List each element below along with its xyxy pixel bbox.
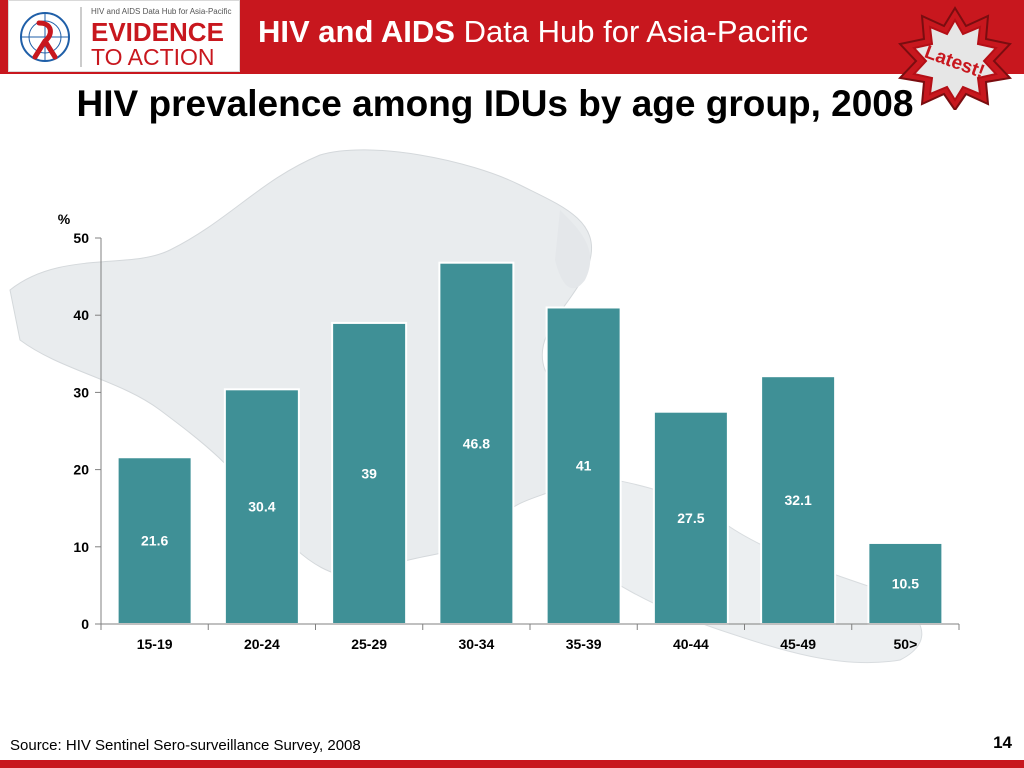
data-label-15-19: 21.6 bbox=[141, 533, 168, 549]
footer-bar bbox=[0, 760, 1024, 768]
data-labels: 21.6 30.4 39 46.8 41 27.5 32.1 10.5 bbox=[141, 435, 919, 591]
bars bbox=[116, 261, 944, 626]
x-tick-label-35-39: 35-39 bbox=[566, 636, 602, 652]
latest-badge: Latest! bbox=[897, 6, 1013, 110]
header-title: HIV and AIDS Data Hub for Asia-Pacific bbox=[258, 14, 808, 50]
x-tick-label-15-19: 15-19 bbox=[137, 636, 173, 652]
y-tick-label: 30 bbox=[73, 384, 89, 400]
x-tick-label-30-34: 30-34 bbox=[458, 636, 494, 652]
data-label-50>: 10.5 bbox=[892, 575, 919, 591]
header-title-bold: HIV and AIDS bbox=[258, 14, 455, 49]
y-tick-label: 20 bbox=[73, 462, 89, 478]
data-label-20-24: 30.4 bbox=[248, 499, 275, 515]
y-tick-label: 10 bbox=[73, 539, 89, 555]
data-label-45-49: 32.1 bbox=[785, 492, 812, 508]
data-label-25-29: 39 bbox=[361, 465, 377, 481]
evidence-to-action-logo: HIV and AIDS Data Hub for Asia-Pacific E… bbox=[20, 7, 232, 70]
bar-45-49 bbox=[760, 375, 837, 625]
x-tick-label-25-29: 25-29 bbox=[351, 636, 387, 652]
bar-20-24 bbox=[223, 388, 300, 626]
bar-50> bbox=[867, 541, 944, 625]
x-tick-label-50>: 50> bbox=[894, 636, 918, 652]
bar-30-34 bbox=[438, 261, 515, 625]
y-axis-ticks: 0 10 20 30 40 50 bbox=[73, 230, 101, 632]
header-title-regular: Data Hub for Asia-Pacific bbox=[463, 14, 809, 49]
x-axis-ticks: 15-19 20-24 25-29 30-34 35-39 40-44 45-49 50> bbox=[100, 624, 960, 652]
logo-tagline: HIV and AIDS Data Hub for Asia-Pacific bbox=[91, 7, 232, 16]
bar-35-39 bbox=[545, 306, 622, 625]
data-label-35-39: 41 bbox=[576, 458, 592, 474]
y-tick-label: 0 bbox=[81, 616, 89, 632]
bar-40-44 bbox=[652, 410, 729, 626]
slide-title: HIV prevalence among IDUs by age group, … bbox=[76, 83, 914, 124]
y-tick-label: 40 bbox=[73, 307, 89, 323]
data-label-40-44: 27.5 bbox=[677, 510, 704, 526]
x-tick-label-45-49: 45-49 bbox=[780, 636, 816, 652]
header-bar: HIV and AIDS Data Hub for Asia-Pacific E… bbox=[0, 0, 1024, 74]
page-number: 14 bbox=[993, 733, 1012, 752]
y-tick-label: 50 bbox=[73, 230, 89, 246]
logo-line-1: EVIDENCE bbox=[91, 17, 224, 47]
logo-line-2: TO ACTION bbox=[91, 44, 215, 70]
bar-15-19 bbox=[116, 456, 193, 625]
data-label-30-34: 46.8 bbox=[463, 435, 490, 451]
source-note: Source: HIV Sentinel Sero-surveillance S… bbox=[10, 737, 361, 754]
x-tick-label-40-44: 40-44 bbox=[673, 636, 709, 652]
y-axis-label: % bbox=[58, 211, 71, 227]
bar-25-29 bbox=[331, 321, 408, 625]
x-tick-label-20-24: 20-24 bbox=[244, 636, 280, 652]
logo: HIV and AIDS Data Hub for Asia-Pacific E… bbox=[8, 0, 240, 72]
